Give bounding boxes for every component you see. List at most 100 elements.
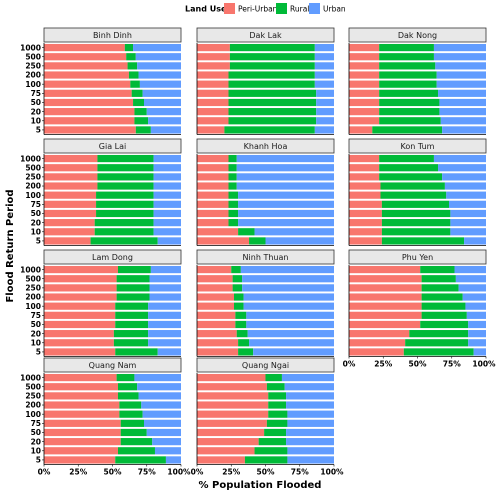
bar-peri-urban-khanh-hoa-200: [197, 182, 229, 190]
bar-urban-phu-yen-500: [455, 275, 486, 283]
bar-rural-khanh-hoa-1000: [228, 154, 237, 163]
bar-urban-quang-nam-75: [144, 419, 181, 427]
x-tick-label-phu-yen-2: 50%: [409, 360, 427, 369]
bar-peri-urban-binh-dinh-500: [44, 53, 127, 61]
bar-rural-quang-ngai-250: [268, 392, 287, 400]
bar-peri-urban-lam-dong-5: [44, 348, 116, 356]
bar-rural-ninh-thuan-10: [238, 339, 250, 347]
bar-rural-dak-lak-100: [228, 80, 315, 88]
bar-peri-urban-binh-dinh-20: [44, 108, 135, 116]
bar-urban-dak-nong-250: [435, 62, 486, 70]
bar-peri-urban-lam-dong-500: [44, 275, 117, 283]
bar-rural-quang-nam-50: [120, 428, 147, 437]
bar-peri-urban-lam-dong-250: [44, 284, 117, 292]
bar-urban-ninh-thuan-1000: [240, 265, 334, 274]
bar-urban-binh-dinh-50: [144, 98, 181, 107]
bar-rural-khanh-hoa-20: [228, 219, 239, 227]
bar-peri-urban-kon-tum-200: [349, 182, 381, 190]
y-tick-label-20: 20: [31, 218, 41, 227]
panel-strip-gia-lai: [43, 138, 182, 154]
bar-urban-quang-ngai-1000: [281, 373, 334, 382]
panel-khanh-hoa: Khanh Hoa: [196, 138, 335, 246]
bar-rural-gia-lai-50: [96, 209, 154, 218]
y-tick-label-100: 100: [25, 302, 41, 311]
bar-rural-gia-lai-10: [94, 228, 154, 236]
bar-urban-quang-nam-100: [142, 410, 181, 418]
y-tick-label-200: 200: [25, 182, 41, 191]
y-tick-label-50: 50: [31, 320, 41, 329]
bar-urban-gia-lai-500: [153, 164, 181, 172]
bar-peri-urban-ninh-thuan-1000: [197, 265, 232, 274]
bar-urban-quang-nam-5: [165, 456, 181, 464]
panel-title-lam-dong: Lam Dong: [92, 253, 133, 262]
bar-urban-ninh-thuan-50: [246, 320, 334, 329]
bar-peri-urban-dak-nong-1000: [349, 43, 380, 52]
bar-rural-dak-lak-500: [229, 53, 315, 61]
bar-rural-ninh-thuan-1000: [231, 265, 241, 274]
bar-rural-phu-yen-20: [409, 330, 469, 338]
bar-rural-quang-nam-1000: [116, 373, 135, 382]
bar-peri-urban-kon-tum-50: [349, 209, 382, 218]
bar-urban-quang-ngai-10: [287, 447, 334, 455]
bar-peri-urban-kon-tum-100: [349, 191, 381, 199]
bar-peri-urban-dak-lak-200: [197, 71, 229, 79]
bar-urban-phu-yen-75: [466, 311, 486, 319]
bar-rural-ninh-thuan-75: [235, 311, 247, 319]
y-tick-label-1000: 1000: [20, 265, 41, 274]
bar-rural-binh-dinh-1000: [124, 43, 134, 52]
bar-peri-urban-quang-nam-50: [44, 428, 121, 437]
bar-rural-quang-ngai-50: [264, 428, 287, 437]
bar-peri-urban-ninh-thuan-100: [197, 302, 234, 310]
bar-rural-binh-dinh-250: [127, 62, 138, 70]
bar-urban-dak-lak-100: [314, 80, 334, 88]
bar-urban-khanh-hoa-100: [238, 191, 334, 199]
bar-rural-binh-dinh-20: [134, 108, 147, 116]
bar-rural-phu-yen-50: [420, 320, 469, 329]
legend-label-peri-urban: Peri-Urban: [238, 5, 278, 14]
bar-peri-urban-phu-yen-200: [349, 293, 422, 301]
bar-urban-khanh-hoa-200: [236, 182, 334, 190]
bar-rural-binh-dinh-75: [131, 89, 143, 97]
bar-urban-quang-ngai-200: [286, 401, 334, 409]
bar-peri-urban-quang-nam-100: [44, 410, 120, 418]
bar-rural-dak-nong-1000: [379, 43, 434, 52]
y-tick-label-250: 250: [25, 62, 41, 71]
bar-rural-khanh-hoa-200: [228, 182, 237, 190]
bar-peri-urban-khanh-hoa-250: [197, 173, 229, 181]
bar-rural-gia-lai-20: [94, 219, 154, 227]
panel-strip-dak-lak: [196, 27, 335, 43]
bar-rural-quang-ngai-1000: [265, 373, 282, 382]
panel-title-gia-lai: Gia Lai: [99, 142, 126, 151]
bar-rural-dak-nong-50: [379, 98, 440, 107]
bar-urban-binh-dinh-250: [137, 62, 181, 70]
bar-rural-gia-lai-500: [97, 164, 154, 172]
bar-rural-lam-dong-75: [115, 311, 149, 319]
bar-rural-dak-nong-250: [379, 62, 436, 70]
x-tick-label-quang-ngai-4: 100%: [320, 468, 344, 477]
bar-urban-quang-nam-50: [146, 428, 181, 437]
y-tick-label-20: 20: [31, 329, 41, 338]
bar-rural-quang-nam-5: [115, 456, 166, 464]
bar-rural-gia-lai-1000: [97, 154, 154, 163]
bar-peri-urban-dak-nong-5: [349, 126, 373, 134]
bar-peri-urban-kon-tum-1000: [349, 154, 380, 163]
y-tick-label-250: 250: [25, 173, 41, 182]
bar-peri-urban-ninh-thuan-75: [197, 311, 236, 319]
bar-urban-dak-nong-100: [436, 80, 486, 88]
bar-rural-kon-tum-50: [381, 209, 451, 218]
bar-peri-urban-phu-yen-75: [349, 311, 422, 319]
bar-peri-urban-phu-yen-20: [349, 330, 410, 338]
bar-rural-quang-nam-250: [117, 392, 139, 400]
x-tick-label-quang-nam-4: 100%: [167, 468, 191, 477]
bar-peri-urban-binh-dinh-200: [44, 71, 129, 79]
bar-peri-urban-dak-lak-75: [197, 89, 229, 97]
bar-urban-kon-tum-5: [464, 237, 486, 245]
y-tick-label-5: 5: [36, 126, 41, 135]
bar-peri-urban-binh-dinh-75: [44, 89, 132, 97]
bar-rural-phu-yen-75: [421, 311, 467, 319]
bar-peri-urban-quang-ngai-10: [197, 447, 255, 455]
bar-urban-lam-dong-50: [148, 320, 181, 329]
bar-urban-dak-lak-200: [314, 71, 334, 79]
y-tick-label-100: 100: [25, 410, 41, 419]
bar-rural-khanh-hoa-10: [238, 228, 255, 236]
